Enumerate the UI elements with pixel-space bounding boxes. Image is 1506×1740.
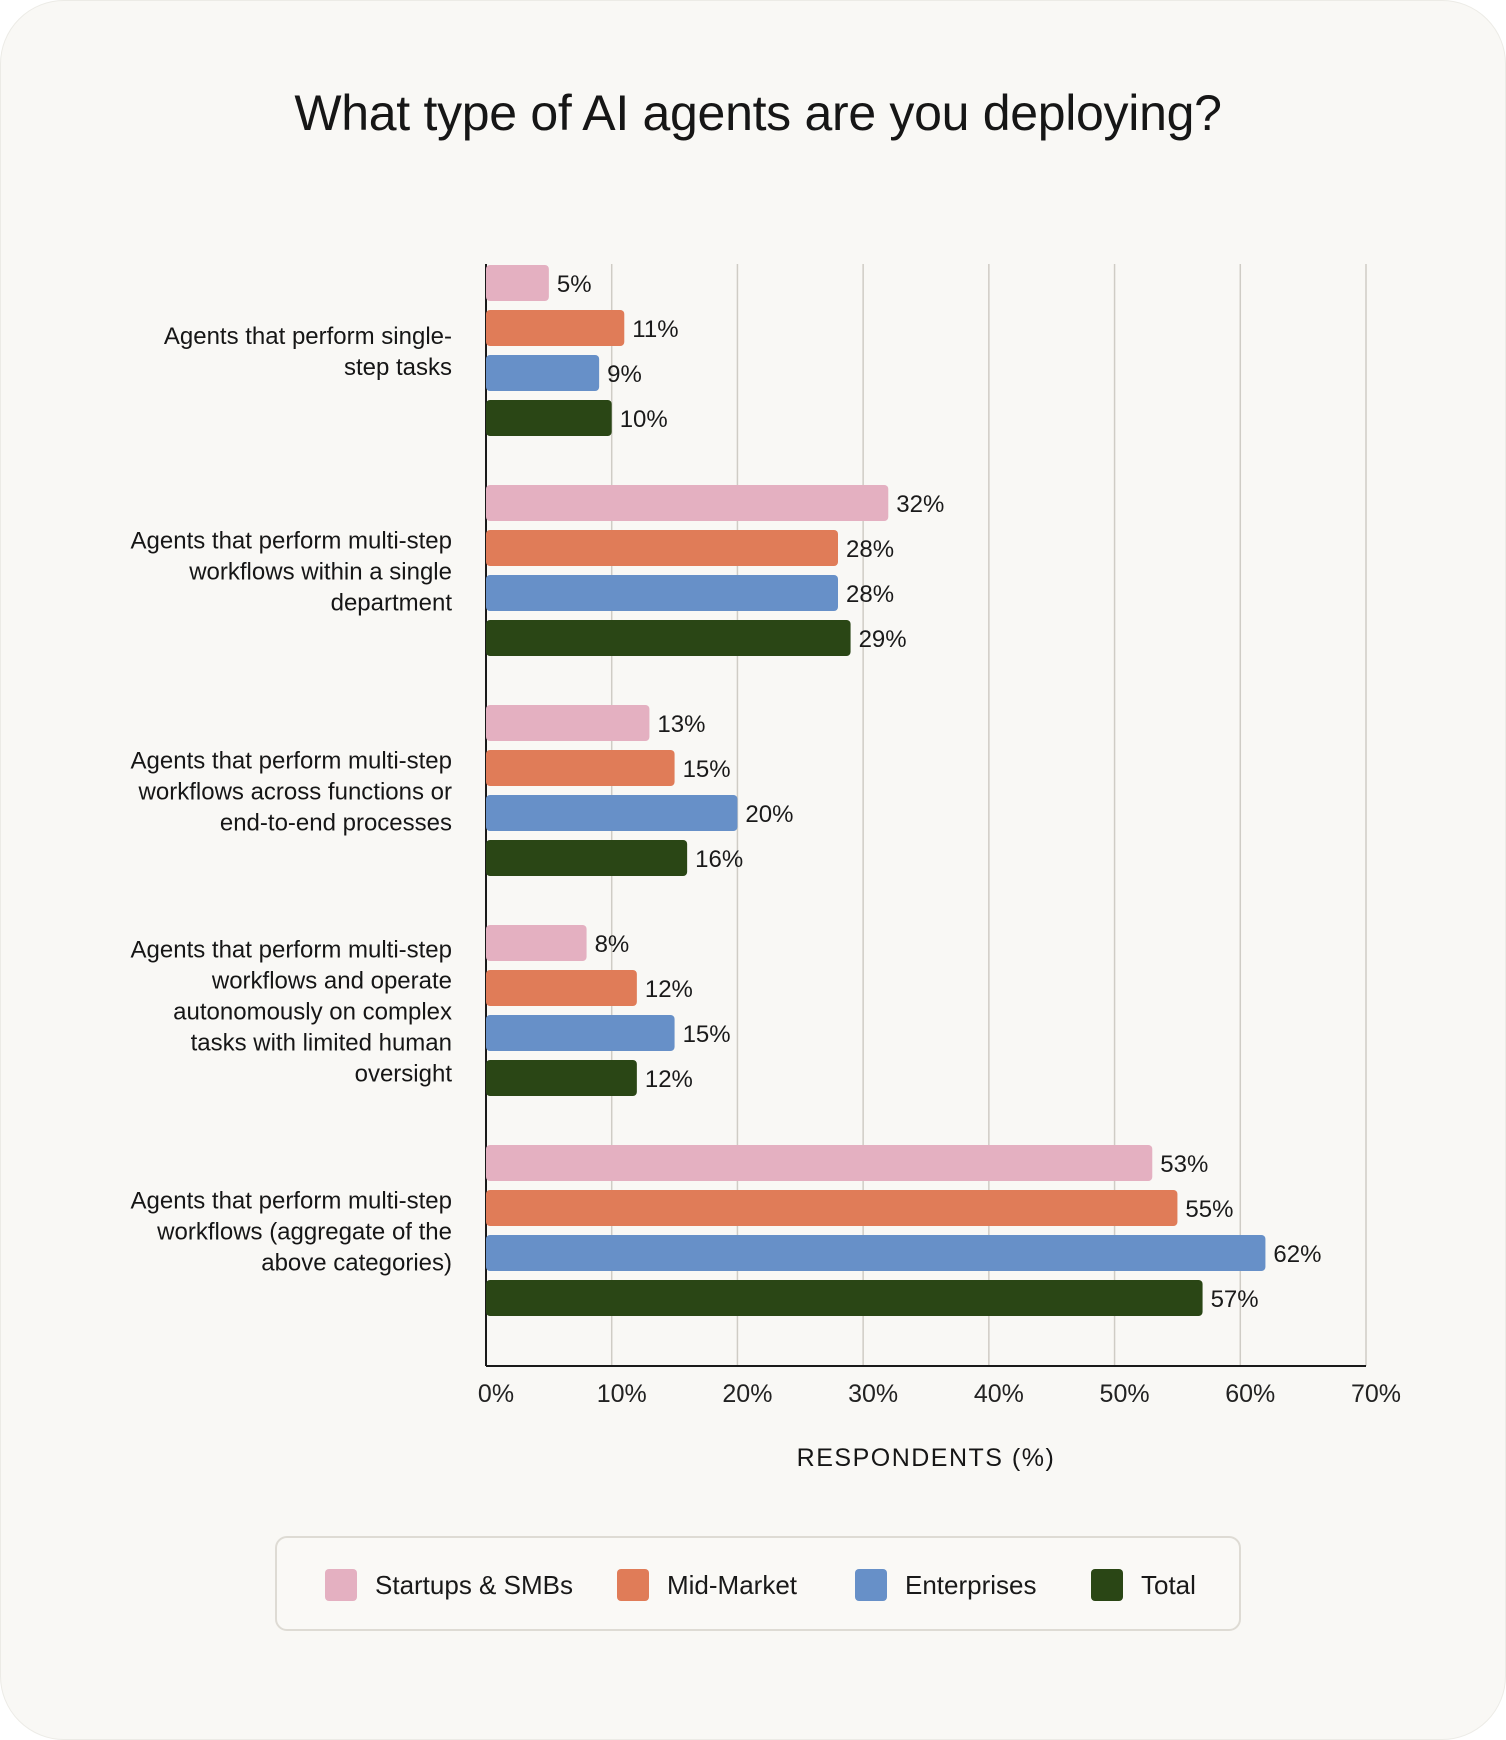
- bar: [486, 1060, 637, 1096]
- category-label: Agents that perform single-: [164, 323, 452, 350]
- data-label: 32%: [896, 491, 944, 518]
- x-axis-label: RESPONDENTS (%): [797, 1444, 1056, 1472]
- bar: [486, 1015, 675, 1051]
- data-label: 53%: [1160, 1151, 1208, 1178]
- legend-swatch-total: [1091, 1569, 1123, 1601]
- category-label: workflows (aggregate of the: [156, 1219, 452, 1246]
- category-label: above categories): [261, 1250, 452, 1277]
- bar: [486, 840, 688, 876]
- x-tick-label: 60%: [1225, 1380, 1275, 1408]
- data-label: 29%: [859, 626, 907, 653]
- data-label: 55%: [1185, 1196, 1233, 1223]
- x-tick-label: 10%: [597, 1380, 647, 1408]
- category-label: oversight: [355, 1061, 453, 1088]
- x-tick-label: 30%: [848, 1380, 898, 1408]
- data-label: 8%: [595, 931, 630, 958]
- bar: [486, 750, 675, 786]
- category-label: workflows within a single: [188, 559, 452, 586]
- category-label: end-to-end processes: [220, 810, 452, 837]
- data-label: 10%: [620, 406, 668, 433]
- legend-swatch-startups: [325, 1569, 357, 1601]
- data-label: 57%: [1211, 1286, 1259, 1313]
- x-tick-label: 20%: [722, 1380, 772, 1408]
- bar: [486, 485, 889, 521]
- x-tick-label: 40%: [974, 1380, 1024, 1408]
- chart-title: What type of AI agents are you deploying…: [294, 85, 1222, 141]
- bar: [486, 1190, 1178, 1226]
- data-label: 28%: [846, 581, 894, 608]
- legend-label-enterprises: Enterprises: [905, 1570, 1037, 1600]
- data-label: 28%: [846, 536, 894, 563]
- data-label: 15%: [683, 756, 731, 783]
- data-label: 20%: [745, 801, 793, 828]
- bar: [486, 400, 612, 436]
- bar: [486, 355, 600, 391]
- legend-swatch-enterprises: [855, 1569, 887, 1601]
- category-label: tasks with limited human: [191, 1030, 452, 1057]
- category-label: Agents that perform multi-step: [131, 937, 452, 964]
- data-label: 9%: [607, 361, 642, 388]
- data-label: 5%: [557, 271, 592, 298]
- legend-label-mid-market: Mid-Market: [667, 1570, 798, 1600]
- data-label: 15%: [683, 1021, 731, 1048]
- bar: [486, 925, 587, 961]
- bar: [486, 620, 851, 656]
- category-label: Agents that perform multi-step: [131, 528, 452, 555]
- legend-label-startups: Startups & SMBs: [375, 1570, 573, 1600]
- bar: [486, 1145, 1153, 1181]
- data-label: 62%: [1273, 1241, 1321, 1268]
- bar: [486, 705, 650, 741]
- legend-swatch-mid-market: [617, 1569, 649, 1601]
- category-label: department: [331, 590, 453, 617]
- x-tick-label: 70%: [1351, 1380, 1401, 1408]
- data-label: 12%: [645, 976, 693, 1003]
- category-label: step tasks: [344, 354, 452, 381]
- bar: [486, 575, 838, 611]
- bar: [486, 1280, 1203, 1316]
- category-label: Agents that perform multi-step: [131, 1188, 452, 1215]
- data-label: 11%: [632, 316, 678, 343]
- bar: [486, 1235, 1266, 1271]
- data-label: 12%: [645, 1066, 693, 1093]
- legend-label-total: Total: [1141, 1570, 1196, 1600]
- bar: [486, 310, 625, 346]
- data-label: 16%: [695, 846, 743, 873]
- bar: [486, 970, 637, 1006]
- x-tick-label: 50%: [1100, 1380, 1150, 1408]
- category-label: autonomously on complex: [173, 999, 452, 1026]
- bar: [486, 265, 549, 301]
- category-label: workflows and operate: [211, 968, 452, 995]
- bar: [486, 530, 838, 566]
- legend: Startups & SMBs Mid-Market Enterprises T…: [275, 1536, 1241, 1631]
- data-label: 13%: [657, 711, 705, 738]
- x-tick-label: 0%: [478, 1380, 514, 1408]
- bar: [486, 795, 738, 831]
- category-label: workflows across functions or: [138, 779, 452, 806]
- bar-chart: 0% 10% 20% 30% 40% 50% 60% 70% RESPONDENTS (%) 5%…: [131, 264, 1401, 1472]
- category-label: Agents that perform multi-step: [131, 748, 452, 775]
